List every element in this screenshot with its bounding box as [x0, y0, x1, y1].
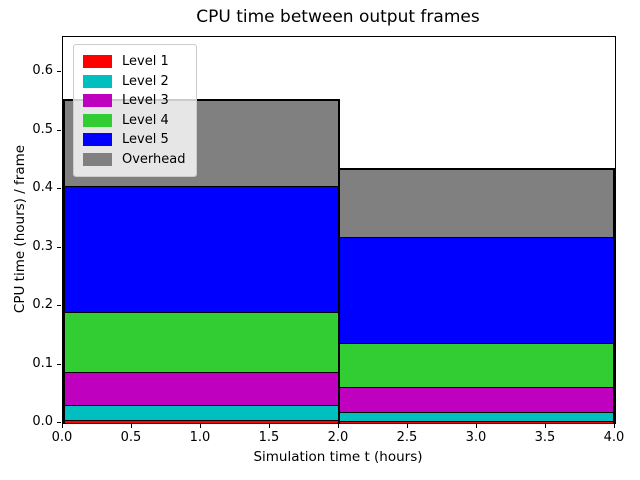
x-tick-label: 2.0	[327, 430, 349, 445]
y-tick-label: 0.5	[32, 121, 53, 137]
x-tick-mark	[200, 424, 201, 428]
chart-title: CPU time between output frames	[196, 7, 480, 27]
legend-swatch	[83, 74, 112, 88]
legend-label: Level 4	[122, 112, 169, 128]
legend-item-level-2: Level 2	[83, 72, 186, 92]
y-tick-mark	[57, 71, 61, 73]
segment-boundary	[339, 342, 615, 345]
legend: Level 1 Level 2 Level 3 Level 4 Level 5 Overh…	[73, 44, 197, 177]
x-tick-mark	[338, 424, 339, 428]
legend-item-level-1: Level 1	[83, 52, 186, 72]
x-tick-label: 1.0	[189, 430, 211, 445]
x-tick-mark	[62, 424, 63, 428]
legend-label: Level 5	[122, 132, 169, 148]
segment-boundary	[339, 386, 615, 389]
y-tick-label: 0.0	[32, 414, 53, 429]
x-tick-label: 1.5	[258, 430, 280, 445]
y-tick-mark	[57, 246, 61, 248]
bar-segment-overhead	[339, 169, 615, 238]
y-tick-label: 0.6	[32, 63, 53, 79]
segment-boundary	[339, 410, 615, 413]
legend-label: Level 3	[122, 93, 169, 109]
y-tick-mark	[57, 188, 61, 190]
segment-boundary	[339, 420, 615, 423]
legend-label: Overhead	[122, 151, 186, 167]
bar-segment-level-3	[339, 387, 615, 412]
x-tick-label: 3.5	[534, 430, 556, 445]
segment-boundary	[63, 370, 339, 373]
x-tick-label: 0.5	[120, 430, 142, 445]
bar-segment-level-4	[339, 343, 615, 388]
x-tick-label: 0.0	[51, 430, 73, 445]
y-tick-label: 0.3	[32, 238, 53, 254]
bar-edge	[613, 168, 615, 423]
legend-item-overhead: Overhead	[83, 150, 186, 170]
bar-segment-level-2	[63, 404, 339, 421]
x-tick-label: 2.5	[396, 430, 418, 445]
y-tick-label: 0.4	[32, 180, 53, 196]
legend-swatch	[83, 133, 112, 147]
bar-segment-level-5	[339, 237, 615, 344]
bar-segment-level-4	[63, 311, 339, 372]
legend-swatch	[83, 152, 112, 166]
x-tick-mark	[476, 424, 477, 428]
segment-boundary	[63, 419, 339, 422]
segment-boundary	[63, 310, 339, 313]
bar-edge	[338, 168, 340, 423]
segment-boundary	[339, 236, 615, 239]
y-tick-mark	[57, 363, 61, 365]
x-tick-mark	[269, 424, 270, 428]
legend-item-level-5: Level 5	[83, 130, 186, 150]
y-tick-mark	[57, 129, 61, 131]
x-tick-mark	[407, 424, 408, 428]
legend-item-level-4: Level 4	[83, 111, 186, 131]
y-tick-label: 0.1	[32, 355, 53, 371]
segment-boundary	[63, 98, 339, 101]
x-tick-mark	[614, 424, 615, 428]
x-tick-mark	[545, 424, 546, 428]
legend-item-level-3: Level 3	[83, 91, 186, 111]
bar-segment-level-2	[339, 411, 615, 422]
x-tick-label: 3.0	[465, 430, 487, 445]
plot-area: Level 1 Level 2 Level 3 Level 4 Level 5 Overh…	[62, 36, 616, 424]
legend-label: Level 1	[122, 54, 169, 70]
y-tick-mark	[57, 305, 61, 307]
y-tick-label: 0.2	[32, 297, 53, 313]
y-tick-mark	[57, 422, 61, 423]
bar-edge	[63, 98, 65, 423]
legend-swatch	[83, 55, 112, 69]
y-axis-label: CPU time (hours) / frame	[12, 144, 28, 314]
legend-swatch	[83, 94, 112, 108]
bar-segment-level-3	[63, 371, 339, 405]
x-axis-label: Simulation time t (hours)	[253, 449, 423, 465]
bar-segment-level-5	[63, 186, 339, 312]
x-tick-mark	[131, 424, 132, 428]
segment-boundary	[63, 403, 339, 406]
segment-boundary	[63, 185, 339, 188]
bar-segment-level-1	[63, 420, 339, 423]
segment-boundary	[339, 168, 615, 171]
x-tick-label: 4.0	[603, 430, 625, 445]
legend-label: Level 2	[122, 73, 169, 89]
legend-swatch	[83, 113, 112, 127]
